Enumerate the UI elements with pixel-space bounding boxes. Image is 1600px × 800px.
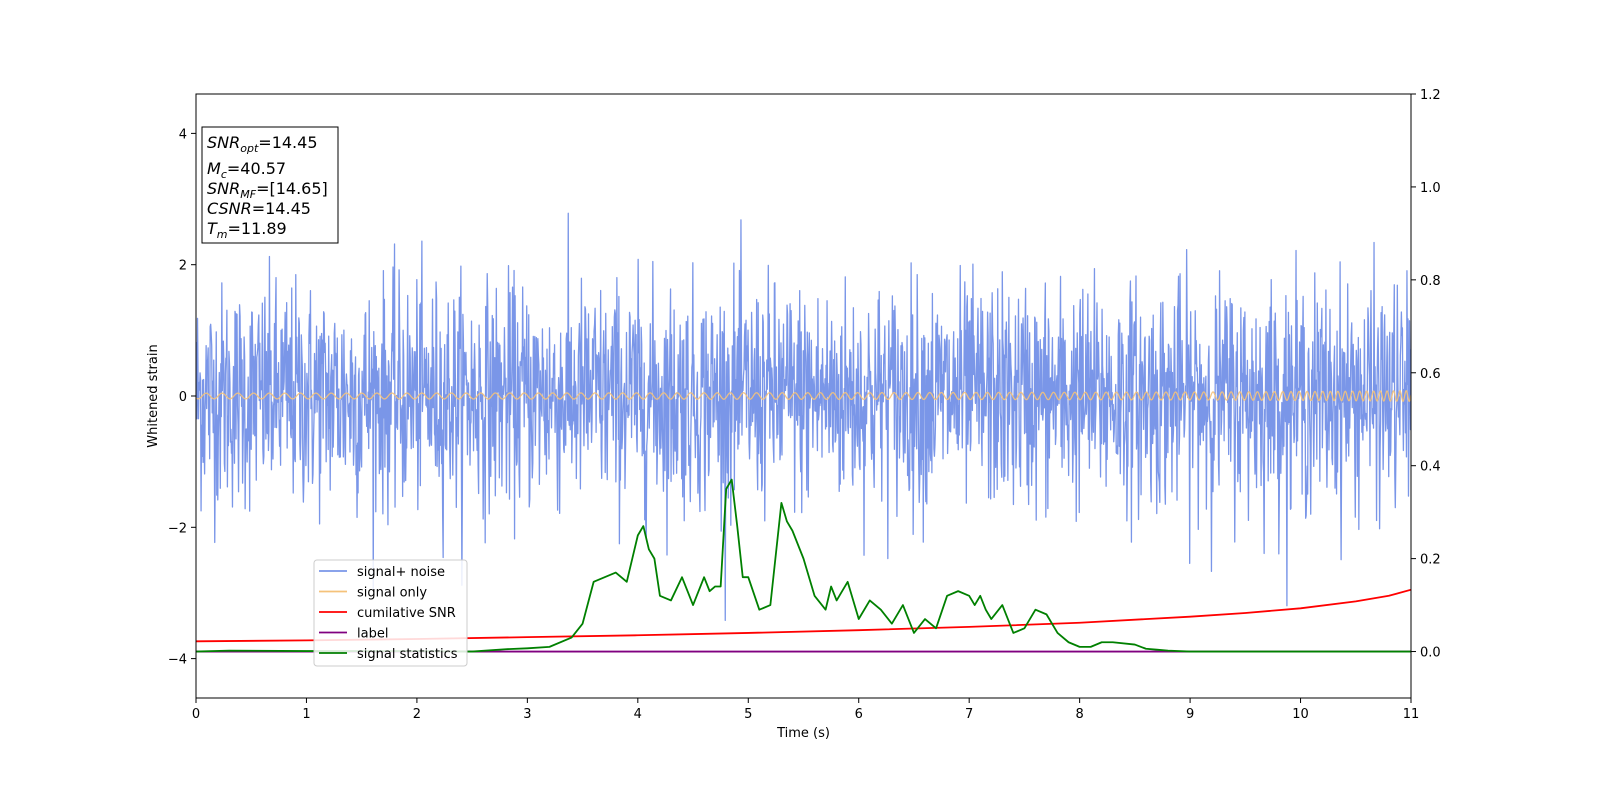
y-axis-label: Whitened strain bbox=[146, 344, 161, 447]
x-tick-label: 8 bbox=[1075, 707, 1083, 722]
y-tick-label: 0 bbox=[179, 390, 187, 405]
x-axis: 0 1 2 3 4 5 6 7 8 9 10 11 bbox=[192, 698, 1419, 722]
series-line-signal-only bbox=[196, 390, 1411, 402]
y-axis-right: 0.0 0.2 0.4 0.6 0.8 1.0 1.2 bbox=[1411, 88, 1441, 661]
annotation-line: Tm=11.89 bbox=[207, 219, 287, 241]
x-axis-label: Time (s) bbox=[776, 726, 830, 741]
y-tick-label: −2 bbox=[168, 521, 187, 536]
x-tick-label: 7 bbox=[965, 707, 973, 722]
x-tick-label: 11 bbox=[1403, 707, 1420, 722]
legend-frame bbox=[313, 559, 468, 667]
y2-tick-label: 0.6 bbox=[1420, 367, 1441, 382]
x-tick-label: 3 bbox=[523, 707, 531, 722]
x-tick-label: 4 bbox=[634, 707, 642, 722]
y2-tick-label: 0.8 bbox=[1420, 274, 1441, 289]
legend: signal+ noise signal only cumilative SNR la… bbox=[313, 559, 468, 667]
x-tick-label: 6 bbox=[855, 707, 863, 722]
y-tick-label: 4 bbox=[179, 127, 187, 142]
annotation-line: SNRMF=[14.65] bbox=[207, 179, 328, 201]
y2-tick-label: 0.2 bbox=[1420, 553, 1441, 568]
x-tick-label: 0 bbox=[192, 707, 200, 722]
x-tick-label: 9 bbox=[1186, 707, 1194, 722]
x-tick-label: 2 bbox=[413, 707, 421, 722]
y2-tick-label: 1.0 bbox=[1420, 181, 1441, 196]
x-tick-label: 5 bbox=[744, 707, 752, 722]
legend-entry: cumilative SNR bbox=[357, 606, 456, 621]
y2-tick-label: 1.2 bbox=[1420, 88, 1441, 103]
x-tick-label: 10 bbox=[1292, 707, 1309, 722]
annotation-line: SNRopt=14.45 bbox=[207, 133, 318, 155]
y-tick-label: 2 bbox=[179, 259, 187, 274]
legend-entry: signal+ noise bbox=[357, 565, 445, 580]
x-tick-label: 1 bbox=[302, 707, 310, 722]
annotation-frame bbox=[201, 126, 339, 244]
legend-entry: label bbox=[357, 627, 388, 642]
y2-tick-label: 0.0 bbox=[1420, 646, 1441, 661]
y2-tick-label: 0.4 bbox=[1420, 460, 1441, 475]
annotation-line: CSNR=14.45 bbox=[207, 199, 311, 218]
legend-entry: signal only bbox=[357, 586, 427, 601]
series-line-signal-statistics bbox=[196, 478, 1411, 653]
y-axis-left: −4 −2 0 2 4 bbox=[168, 127, 196, 668]
series-line-signal-noise bbox=[196, 212, 1411, 622]
annotation-line: Mc=40.57 bbox=[207, 159, 286, 181]
stats-annotation-box: SNRopt=14.45 Mc=40.57SNRMF=[14.65]CSNR=14… bbox=[201, 126, 339, 244]
y-tick-label: −4 bbox=[168, 653, 187, 668]
legend-entry: signal statistics bbox=[357, 647, 458, 662]
